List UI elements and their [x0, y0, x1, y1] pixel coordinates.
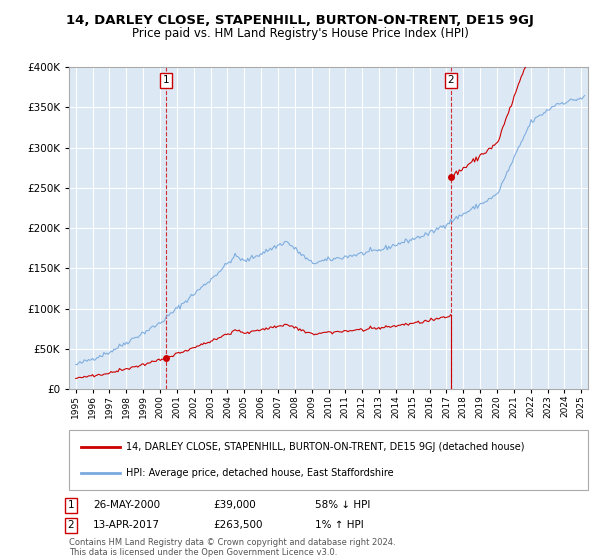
Text: HPI: Average price, detached house, East Staffordshire: HPI: Average price, detached house, East… [126, 468, 394, 478]
Text: 1: 1 [163, 75, 170, 85]
Text: 14, DARLEY CLOSE, STAPENHILL, BURTON-ON-TRENT, DE15 9GJ: 14, DARLEY CLOSE, STAPENHILL, BURTON-ON-… [66, 14, 534, 27]
Text: Price paid vs. HM Land Registry's House Price Index (HPI): Price paid vs. HM Land Registry's House … [131, 27, 469, 40]
Text: 2: 2 [67, 520, 74, 530]
Text: 1% ↑ HPI: 1% ↑ HPI [315, 520, 364, 530]
Text: 1: 1 [67, 500, 74, 510]
Text: 13-APR-2017: 13-APR-2017 [93, 520, 160, 530]
Text: Contains HM Land Registry data © Crown copyright and database right 2024.
This d: Contains HM Land Registry data © Crown c… [69, 538, 395, 557]
Text: 2: 2 [448, 75, 454, 85]
Text: £39,000: £39,000 [213, 500, 256, 510]
Text: 58% ↓ HPI: 58% ↓ HPI [315, 500, 370, 510]
Text: 14, DARLEY CLOSE, STAPENHILL, BURTON-ON-TRENT, DE15 9GJ (detached house): 14, DARLEY CLOSE, STAPENHILL, BURTON-ON-… [126, 442, 524, 452]
Text: £263,500: £263,500 [213, 520, 263, 530]
Text: 26-MAY-2000: 26-MAY-2000 [93, 500, 160, 510]
